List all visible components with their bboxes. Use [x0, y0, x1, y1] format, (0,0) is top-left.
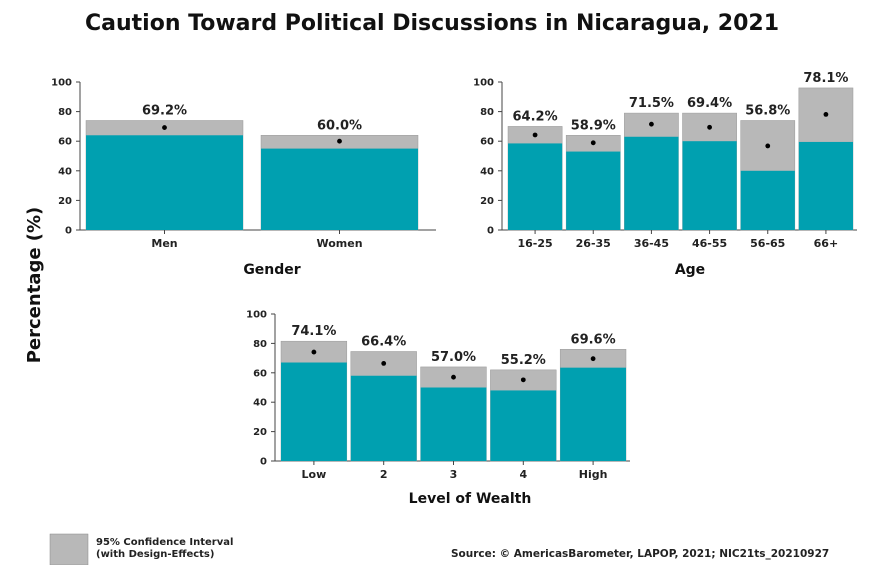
y-tick-label: 100 [51, 78, 72, 89]
x-tick-label: 26-35 [576, 237, 611, 250]
y-tick-label: 100 [473, 78, 494, 89]
point-estimate [590, 356, 596, 362]
y-tick-label: 60 [253, 368, 267, 379]
value-label: 56.8% [745, 103, 790, 118]
legend-label-line2: (with Design-Effects) [96, 549, 214, 560]
bar [624, 136, 679, 230]
source-note: Source: © AmericasBarometer, LAPOP, 2021… [451, 548, 829, 560]
y-tick-label: 40 [253, 398, 267, 409]
point-estimate [823, 112, 829, 117]
y-tick-label: 80 [253, 339, 267, 350]
bar [420, 387, 487, 461]
point-estimate [381, 360, 387, 366]
x-tick-label: 16-25 [517, 237, 552, 250]
bar [560, 367, 626, 461]
panel-gender: 0 20 40 60 80 100 69.2% Men 60.0% Women Gender [51, 78, 436, 278]
value-label: 58.9% [571, 118, 616, 133]
point-estimate [765, 143, 771, 149]
value-label: 74.1% [291, 324, 336, 339]
bar [508, 143, 563, 230]
bar [566, 151, 621, 230]
point-estimate [590, 140, 596, 146]
panel-wealth: 0 20 40 60 80 100 74.1% Low 66.4% 2 57.0% 3 55.2% 4 69… [246, 310, 630, 507]
panel-age: 0 20 40 60 80 100 64.2% 16-25 58.9% 26-35 71.5% 36-… [473, 71, 857, 278]
y-tick-label: 100 [246, 310, 267, 321]
y-tick-label: 0 [260, 457, 267, 468]
bar [281, 362, 347, 461]
x-tick-label: Men [151, 237, 177, 250]
bar [740, 170, 795, 230]
x-axis-title: Gender [243, 262, 300, 278]
x-axis-title: Level of Wealth [409, 491, 532, 507]
point-estimate [311, 349, 317, 355]
chart-title: Caution Toward Political Discussions in … [85, 11, 779, 36]
x-tick-label: 2 [380, 468, 388, 481]
y-tick-label: 20 [58, 196, 72, 207]
bar [490, 390, 557, 461]
x-axis-title: Age [675, 262, 705, 278]
bar [798, 141, 853, 230]
y-tick-label: 0 [487, 226, 494, 237]
x-tick-label: 4 [519, 468, 527, 481]
x-tick-label: High [579, 468, 608, 481]
y-tick-label: 80 [480, 107, 494, 118]
point-estimate [451, 374, 456, 380]
point-estimate [532, 132, 538, 138]
value-label: 55.2% [501, 353, 546, 368]
point-estimate [337, 138, 342, 144]
bar [261, 148, 418, 230]
value-label: 69.6% [571, 332, 616, 347]
x-tick-label: 46-55 [692, 237, 727, 250]
point-estimate [649, 121, 654, 127]
point-estimate [707, 124, 712, 130]
value-label: 60.0% [317, 118, 362, 133]
y-tick-label: 60 [58, 137, 72, 148]
x-tick-label: Women [316, 237, 362, 250]
x-tick-label: Low [302, 468, 327, 481]
bar [682, 141, 737, 230]
legend: 95% Confidence Interval (with Design-Eff… [49, 533, 233, 565]
value-label: 78.1% [803, 71, 848, 86]
y-tick-label: 40 [480, 166, 494, 177]
x-tick-label: 36-45 [634, 237, 669, 250]
value-label: 71.5% [629, 96, 674, 111]
bar [86, 135, 243, 230]
legend-ci-swatch [49, 533, 89, 565]
y-tick-label: 80 [58, 107, 72, 118]
value-label: 64.2% [513, 109, 558, 124]
legend-label-line1: 95% Confidence Interval [96, 537, 233, 548]
value-label: 69.2% [142, 103, 187, 118]
x-tick-label: 3 [450, 468, 458, 481]
y-tick-label: 20 [480, 196, 494, 207]
bar [350, 375, 417, 461]
y-tick-label: 20 [253, 427, 267, 438]
y-tick-label: 0 [65, 226, 72, 237]
value-label: 57.0% [431, 350, 476, 365]
value-label: 66.4% [361, 334, 406, 349]
y-tick-label: 60 [480, 137, 494, 148]
x-tick-label: 56-65 [750, 237, 785, 250]
y-tick-label: 40 [58, 166, 72, 177]
point-estimate [162, 125, 167, 130]
value-label: 69.4% [687, 96, 732, 111]
point-estimate [520, 377, 526, 383]
x-tick-label: 66+ [814, 237, 839, 250]
y-axis-label: Percentage (%) [24, 207, 45, 364]
